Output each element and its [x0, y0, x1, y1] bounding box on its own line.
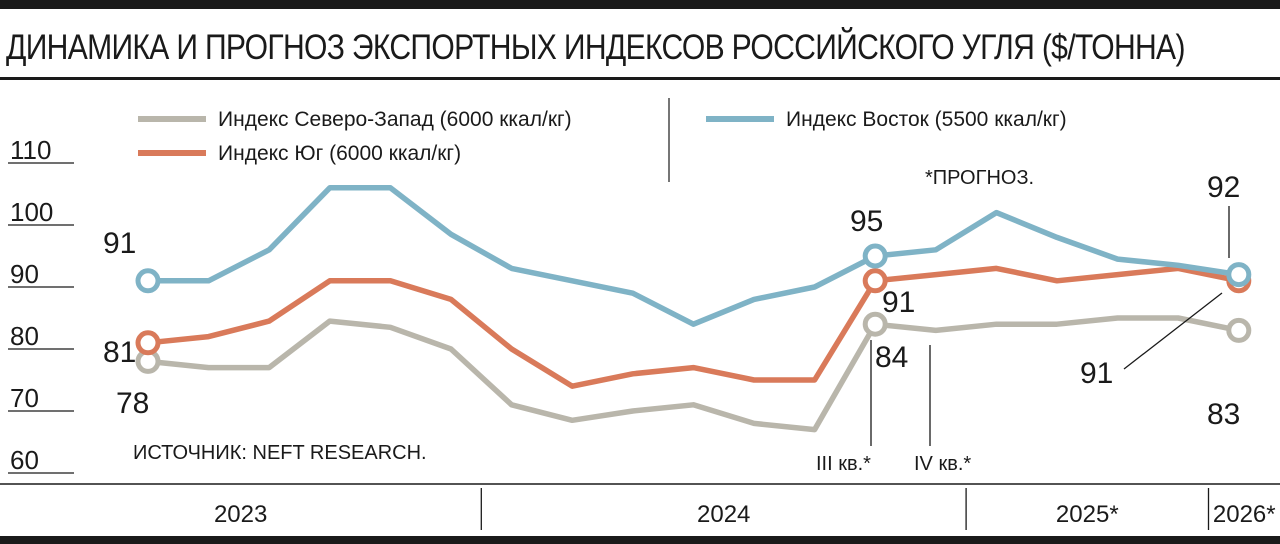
series-line-0 — [145, 315, 1242, 433]
label-start-yug: 81 — [103, 336, 136, 369]
year-label-2025*: 2025* — [1056, 501, 1119, 528]
legend-label-2: Индекс Восток (5500 ккал/кг) — [786, 108, 1067, 131]
series-markers — [135, 243, 1252, 374]
y-tick-100: 100 — [10, 197, 53, 227]
marker-s2-12 — [862, 243, 888, 269]
y-tick-90: 90 — [10, 259, 39, 289]
marker-s0-18 — [1226, 317, 1252, 343]
legend-label-0: Индекс Северо-Запад (6000 ккал/кг) — [218, 108, 572, 131]
source-note: ИСТОЧНИК: NEFT RESEARCH. — [133, 442, 427, 464]
q3-label: III кв.* — [816, 453, 871, 475]
y-tick-60: 60 — [10, 445, 39, 475]
year-label-2023: 2023 — [214, 501, 267, 528]
label-start-szapad: 78 — [116, 387, 149, 420]
axis: 2023 2024 2025* 2026* — [0, 483, 1280, 530]
chart-title: ДИНАМИКА И ПРОГНОЗ ЭКСПОРТНЫХ ИНДЕКСОВ Р… — [6, 28, 1185, 67]
marker-s1-12 — [862, 268, 888, 294]
label-mid-szapad: 84 — [875, 341, 908, 374]
forecast-note: *ПРОГНОЗ. — [925, 167, 1034, 189]
bottom-border — [0, 536, 1280, 544]
marker-s2-0 — [135, 268, 161, 294]
label-mid-yug: 91 — [882, 286, 915, 319]
marker-s2-18 — [1226, 262, 1252, 288]
legend-label-1: Индекс Юг (6000 ккал/кг) — [218, 142, 461, 165]
label-end-vostok: 92 — [1207, 171, 1240, 204]
label-start-vostok: 91 — [103, 227, 136, 260]
leader-end-yug — [1123, 292, 1223, 370]
y-tick-110: 110 — [10, 135, 51, 165]
series-line-2 — [145, 185, 1242, 327]
label-end-yug: 91 — [1080, 357, 1113, 390]
top-border — [0, 0, 1280, 9]
legend: Индекс Северо-Запад (6000 ккал/кг) Индекс… — [138, 98, 1067, 182]
series-lines — [145, 185, 1242, 433]
y-tick-80: 80 — [10, 321, 39, 351]
series-line-1 — [145, 265, 1242, 389]
y-tick-70: 70 — [10, 383, 39, 413]
marker-s0-12 — [862, 311, 888, 337]
marker-s1-0 — [135, 330, 161, 356]
year-label-2024: 2024 — [697, 501, 750, 528]
year-label-2026*: 2026* — [1213, 501, 1276, 528]
label-mid-vostok: 95 — [850, 205, 883, 238]
label-end-szapad: 83 — [1207, 398, 1240, 431]
title-rule — [0, 77, 1280, 80]
q4-label: IV кв.* — [914, 453, 971, 475]
grid: 110 100 90 80 70 60 — [8, 135, 74, 475]
